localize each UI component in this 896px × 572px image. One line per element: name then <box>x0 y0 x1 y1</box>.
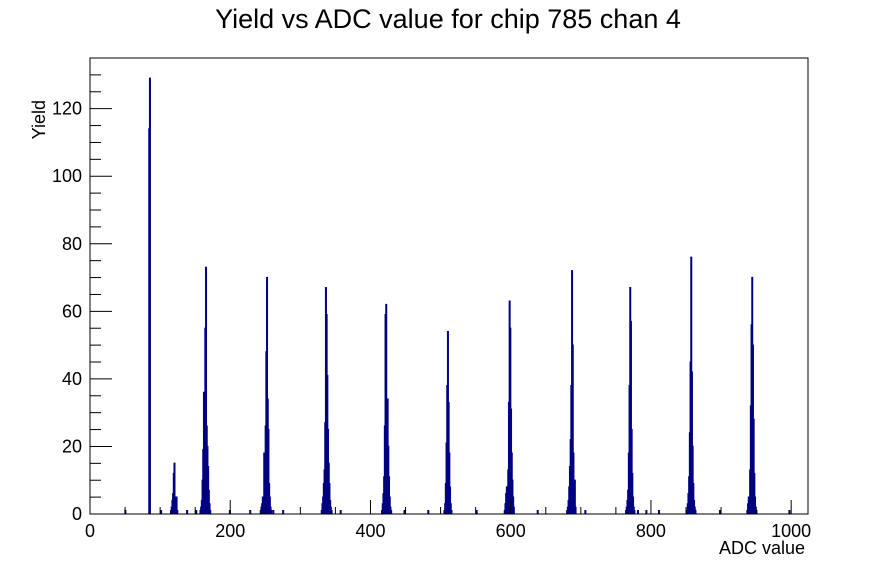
x-axis-label: ADC value <box>719 538 805 558</box>
y-axis-label: Yield <box>29 100 49 139</box>
histogram-bin <box>512 506 515 514</box>
y-tick-label: 40 <box>62 369 82 389</box>
histogram-bin <box>266 276 269 514</box>
histogram-bin <box>692 482 695 514</box>
histogram-bin <box>629 320 632 514</box>
x-axis: 0 200 400 600 800 1000 <box>85 500 811 541</box>
histogram-bin <box>339 509 342 514</box>
histogram-bin <box>209 509 212 514</box>
histogram-bin <box>574 506 577 514</box>
histogram-bin <box>270 509 273 514</box>
histogram-bin <box>385 303 388 514</box>
y-tick-label: 20 <box>62 436 82 456</box>
histogram-bin <box>633 509 636 514</box>
histogram-bin <box>747 496 750 514</box>
histogram-bin <box>630 428 633 514</box>
x-tick-label: 600 <box>496 521 526 541</box>
histogram-bin <box>148 77 151 514</box>
histogram-bin <box>536 509 539 514</box>
histogram-bin <box>328 482 331 514</box>
histogram-bin <box>694 509 697 514</box>
histogram-bin <box>186 509 189 514</box>
histogram-bin <box>175 496 178 514</box>
histogram-bin <box>249 509 252 514</box>
histogram-bin <box>427 509 430 514</box>
y-axis: 0 20 40 60 80 100 120 <box>52 57 112 524</box>
histogram-bin <box>788 509 791 514</box>
x-tick-label: 1000 <box>771 521 811 541</box>
x-tick-label: 200 <box>215 521 245 541</box>
histogram-bin <box>388 496 391 514</box>
histogram-bin <box>272 509 275 514</box>
histogram-bin <box>631 472 634 514</box>
histogram-bin <box>160 509 163 514</box>
histogram-bin <box>475 509 478 514</box>
histogram-bin <box>195 509 198 514</box>
histogram-bin <box>691 445 694 514</box>
histogram-bin <box>754 496 757 514</box>
histogram-bin <box>450 509 453 514</box>
histogram-bin <box>390 509 393 514</box>
histogram-bin <box>572 452 575 514</box>
histogram-bin <box>636 509 639 514</box>
histogram-bin <box>449 503 452 514</box>
histogram-bin <box>268 496 271 514</box>
histogram-bin <box>632 496 635 514</box>
histogram-bin <box>261 496 264 514</box>
y-tick-label: 60 <box>62 301 82 321</box>
histogram-bin <box>205 266 208 514</box>
histogram-bin <box>330 509 333 514</box>
histogram-bin <box>449 486 452 514</box>
histogram-bars <box>124 77 791 514</box>
histogram-bin <box>645 509 648 514</box>
histogram-bin <box>448 452 451 514</box>
histogram-bin <box>208 503 211 514</box>
histogram-bin <box>512 496 515 514</box>
histogram-bin <box>690 371 693 514</box>
histogram-bin <box>658 509 661 514</box>
histogram-bin <box>173 462 176 514</box>
y-tick-label: 0 <box>72 504 82 524</box>
histogram-bin <box>584 509 587 514</box>
y-tick-label: 100 <box>52 166 82 186</box>
histogram-bin <box>752 418 755 514</box>
y-tick-label: 80 <box>62 234 82 254</box>
y-tick-label: 120 <box>52 99 82 119</box>
histogram-bin <box>571 344 574 514</box>
histogram-bin <box>403 509 406 514</box>
histogram-bin <box>282 509 285 514</box>
plot-frame <box>89 57 809 515</box>
x-tick-label: 800 <box>636 521 666 541</box>
histogram-bin <box>573 479 576 514</box>
x-tick-label: 0 <box>85 521 95 541</box>
histogram-bin <box>176 509 179 514</box>
histogram-bin <box>719 509 722 514</box>
histogram-bin <box>388 476 391 514</box>
x-tick-label: 400 <box>355 521 385 541</box>
histogram-bin <box>753 472 756 514</box>
chart-title: Yield vs ADC value for chip 785 chan 4 <box>215 4 681 34</box>
histogram-bin <box>267 428 270 514</box>
histogram-bin <box>207 489 210 514</box>
